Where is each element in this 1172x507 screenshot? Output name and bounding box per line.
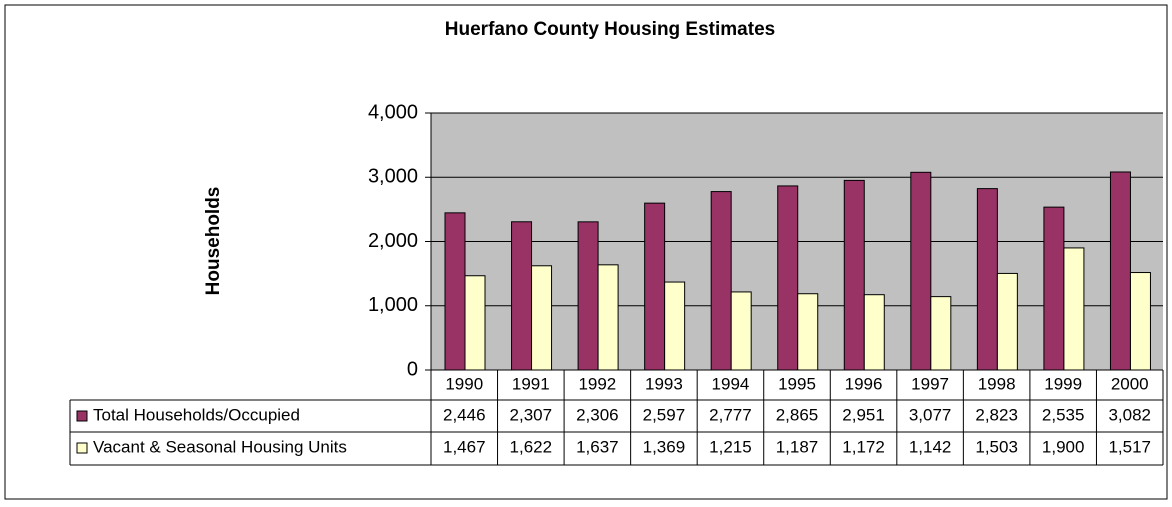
table-value: 1,142 — [909, 437, 952, 456]
bar — [930, 296, 952, 371]
table-value: 2,307 — [510, 405, 553, 424]
x-tick-label: 1991 — [512, 374, 550, 393]
table-value: 1,369 — [643, 437, 686, 456]
y-tick-label: 2,000 — [368, 230, 418, 252]
bar — [644, 202, 666, 371]
y-tick-label: 4,000 — [368, 101, 418, 123]
bar — [1043, 206, 1065, 371]
bar — [1129, 272, 1151, 371]
bar — [464, 275, 486, 371]
table-value: 2,535 — [1042, 405, 1085, 424]
table-value: 1,622 — [510, 437, 553, 456]
bar — [777, 185, 799, 371]
x-tick-label: 1994 — [712, 374, 750, 393]
y-tick-label: 0 — [407, 358, 418, 380]
bar — [444, 212, 466, 371]
x-tick-label: 1990 — [445, 374, 483, 393]
table-value: 2,306 — [576, 405, 619, 424]
bar — [843, 179, 865, 371]
legend-key — [76, 442, 88, 454]
legend-label: Total Households/Occupied — [93, 405, 300, 424]
bar — [1109, 171, 1131, 371]
table-value: 2,865 — [776, 405, 819, 424]
bar — [1063, 247, 1085, 371]
bar — [730, 291, 752, 371]
bar — [577, 221, 599, 371]
y-axis-label: Households — [203, 187, 224, 296]
table-value: 3,082 — [1108, 405, 1151, 424]
bar — [863, 294, 885, 371]
table-value: 2,777 — [709, 405, 752, 424]
table-value: 1,517 — [1108, 437, 1151, 456]
chart-title: Huerfano County Housing Estimates — [445, 19, 775, 40]
table-value: 2,446 — [443, 405, 486, 424]
x-tick-label: 1999 — [1044, 374, 1082, 393]
table-value: 2,823 — [975, 405, 1018, 424]
table-value: 1,467 — [443, 437, 486, 456]
bar — [910, 171, 932, 371]
table-value: 1,503 — [975, 437, 1018, 456]
table-value: 1,215 — [709, 437, 752, 456]
bar — [664, 281, 686, 371]
y-tick-label: 1,000 — [368, 294, 418, 316]
bar — [797, 293, 819, 371]
x-tick-label: 1998 — [978, 374, 1016, 393]
table-value: 2,951 — [842, 405, 885, 424]
x-tick-label: 1995 — [778, 374, 816, 393]
x-tick-label: 1992 — [578, 374, 616, 393]
table-value: 1,637 — [576, 437, 619, 456]
legend-label: Vacant & Seasonal Housing Units — [93, 437, 347, 456]
table-value: 2,597 — [643, 405, 686, 424]
x-tick-label: 2000 — [1111, 374, 1149, 393]
y-tick-label: 3,000 — [368, 166, 418, 188]
table-value: 1,900 — [1042, 437, 1085, 456]
bar — [976, 188, 998, 371]
x-tick-label: 1996 — [845, 374, 883, 393]
bar — [710, 191, 732, 371]
bar — [511, 221, 533, 371]
bar — [996, 272, 1018, 371]
x-tick-label: 1993 — [645, 374, 683, 393]
table-value: 3,077 — [909, 405, 952, 424]
table-value: 1,187 — [776, 437, 819, 456]
legend-key — [76, 410, 88, 422]
bar — [531, 265, 553, 371]
x-tick-label: 1997 — [911, 374, 949, 393]
bar — [597, 264, 619, 371]
table-value: 1,172 — [842, 437, 885, 456]
